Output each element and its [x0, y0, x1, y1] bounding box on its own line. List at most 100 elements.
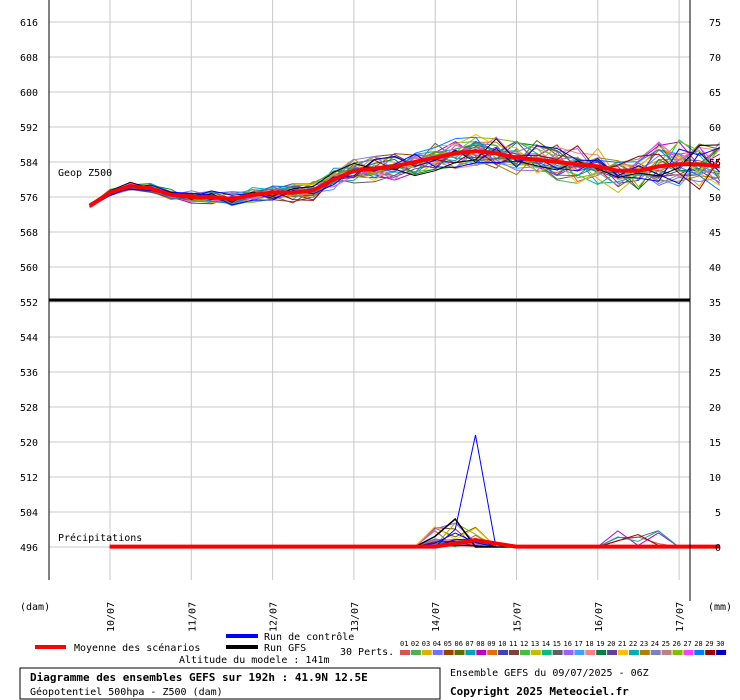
member-number: 12	[520, 640, 528, 648]
control-precip-series	[109, 434, 720, 548]
member-number: 07	[465, 640, 473, 648]
member-swatch	[628, 650, 639, 655]
y-tick-left: 528	[20, 403, 38, 414]
member-swatch	[519, 650, 530, 655]
geop-mean-series	[88, 149, 720, 208]
member-swatch	[465, 650, 476, 655]
y-tick-right: 15	[709, 438, 721, 449]
member-swatch	[498, 650, 509, 655]
member-number: 09	[487, 640, 495, 648]
footer-copyright: Copyright 2025 Meteociel.fr	[450, 685, 629, 698]
member-precip-series	[109, 522, 720, 548]
mean-precip-line	[109, 537, 720, 549]
mean-series-line	[88, 149, 720, 208]
member-series	[89, 141, 720, 206]
member-number: 18	[585, 640, 593, 648]
member-swatch	[432, 650, 443, 655]
y-tick-left: 600	[20, 88, 38, 99]
legend-gfs-label: Run GFS	[264, 643, 306, 654]
member-number: 28	[694, 640, 702, 648]
member-swatch	[563, 650, 574, 655]
y-tick-right: 50	[709, 193, 721, 204]
gfs-precip-series	[109, 517, 720, 548]
y-tick-right: 65	[709, 88, 721, 99]
member-swatch	[400, 650, 410, 655]
member-swatch	[410, 650, 421, 655]
y-tick-right: 70	[709, 53, 721, 64]
member-color-legend: 01 02 03 04 05 06 07 08 09 10 11 12 13 14 15 16 17 18 19 20…	[400, 640, 727, 655]
member-swatch	[454, 650, 465, 655]
member-number: 08	[476, 640, 484, 648]
member-number: 06	[455, 640, 463, 648]
legend-control-label: Run de contrôle	[264, 631, 354, 643]
member-swatch	[585, 650, 596, 655]
y-tick-left: 616	[20, 18, 38, 29]
member-number: 14	[542, 640, 550, 648]
y-tick-left: 496	[20, 543, 38, 554]
y-tick-right: 35	[709, 298, 721, 309]
y-tick-left: 536	[20, 368, 38, 379]
member-number: 25	[662, 640, 670, 648]
footer-title-box	[19, 667, 441, 700]
precip-ensemble-members	[109, 434, 720, 548]
y-tick-right: 10	[709, 473, 721, 484]
member-swatch	[607, 650, 618, 655]
x-axis-ticks: 10/07 11/07 12/07 13/07 14/07 15/07 16/07 17/07	[106, 602, 686, 632]
y-tick-left: 560	[20, 263, 38, 274]
member-number: 21	[618, 640, 626, 648]
y-tick-right: 55	[709, 158, 721, 169]
member-number: 17	[574, 640, 582, 648]
x-tick-label: 11/07	[187, 602, 198, 632]
member-swatch	[618, 650, 628, 655]
member-number: 27	[683, 640, 691, 648]
member-number: 19	[596, 640, 604, 648]
x-tick-label: 14/07	[431, 602, 442, 632]
member-swatch	[421, 650, 432, 655]
member-swatch	[672, 650, 683, 655]
x-tick-label: 12/07	[269, 602, 280, 632]
x-tick-label: 17/07	[675, 602, 686, 632]
member-number: 02	[411, 640, 419, 648]
footer-subtitle: Géopotentiel 500hpa - Z500 (dam)	[30, 686, 223, 698]
y-tick-left: 520	[20, 438, 38, 449]
member-number: 11	[509, 640, 517, 648]
member-swatch	[694, 650, 705, 655]
member-number: 22	[629, 640, 637, 648]
member-number: 03	[422, 640, 430, 648]
y-tick-right: 75	[709, 18, 721, 29]
member-swatch	[574, 650, 585, 655]
y-tick-right: 40	[709, 263, 721, 274]
member-swatch	[487, 650, 498, 655]
left-unit-label: (dam)	[20, 602, 50, 613]
member-swatch	[552, 650, 563, 655]
x-tick-label: 16/07	[594, 602, 605, 632]
member-swatch	[443, 650, 454, 655]
member-swatch	[476, 650, 487, 655]
member-series	[89, 147, 720, 208]
member-swatch	[683, 650, 694, 655]
y-tick-left: 576	[20, 193, 38, 204]
member-number: 20	[607, 640, 615, 648]
member-swatch	[509, 650, 519, 655]
member-number: 30	[716, 640, 724, 648]
y-tick-right: 30	[709, 333, 721, 344]
y-tick-right: 60	[709, 123, 721, 134]
y-tick-left: 568	[20, 228, 38, 239]
member-number: 16	[564, 640, 572, 648]
member-precip-series	[109, 522, 720, 548]
member-number: 26	[673, 640, 681, 648]
y-tick-left: 592	[20, 123, 38, 134]
y-tick-right: 0	[715, 543, 721, 554]
x-tick-label: 10/07	[106, 602, 117, 632]
precip-grid	[49, 301, 690, 580]
member-swatch	[661, 650, 672, 655]
y-tick-left: 584	[20, 158, 38, 169]
member-number: 15	[553, 640, 561, 648]
x-tick-label: 15/07	[513, 602, 524, 632]
geop-panel-label: Geop Z500	[58, 168, 112, 179]
member-number: 24	[651, 640, 659, 648]
footer-title: Diagramme des ensembles GEFS sur 192h : …	[30, 671, 368, 684]
member-swatch	[639, 650, 650, 655]
